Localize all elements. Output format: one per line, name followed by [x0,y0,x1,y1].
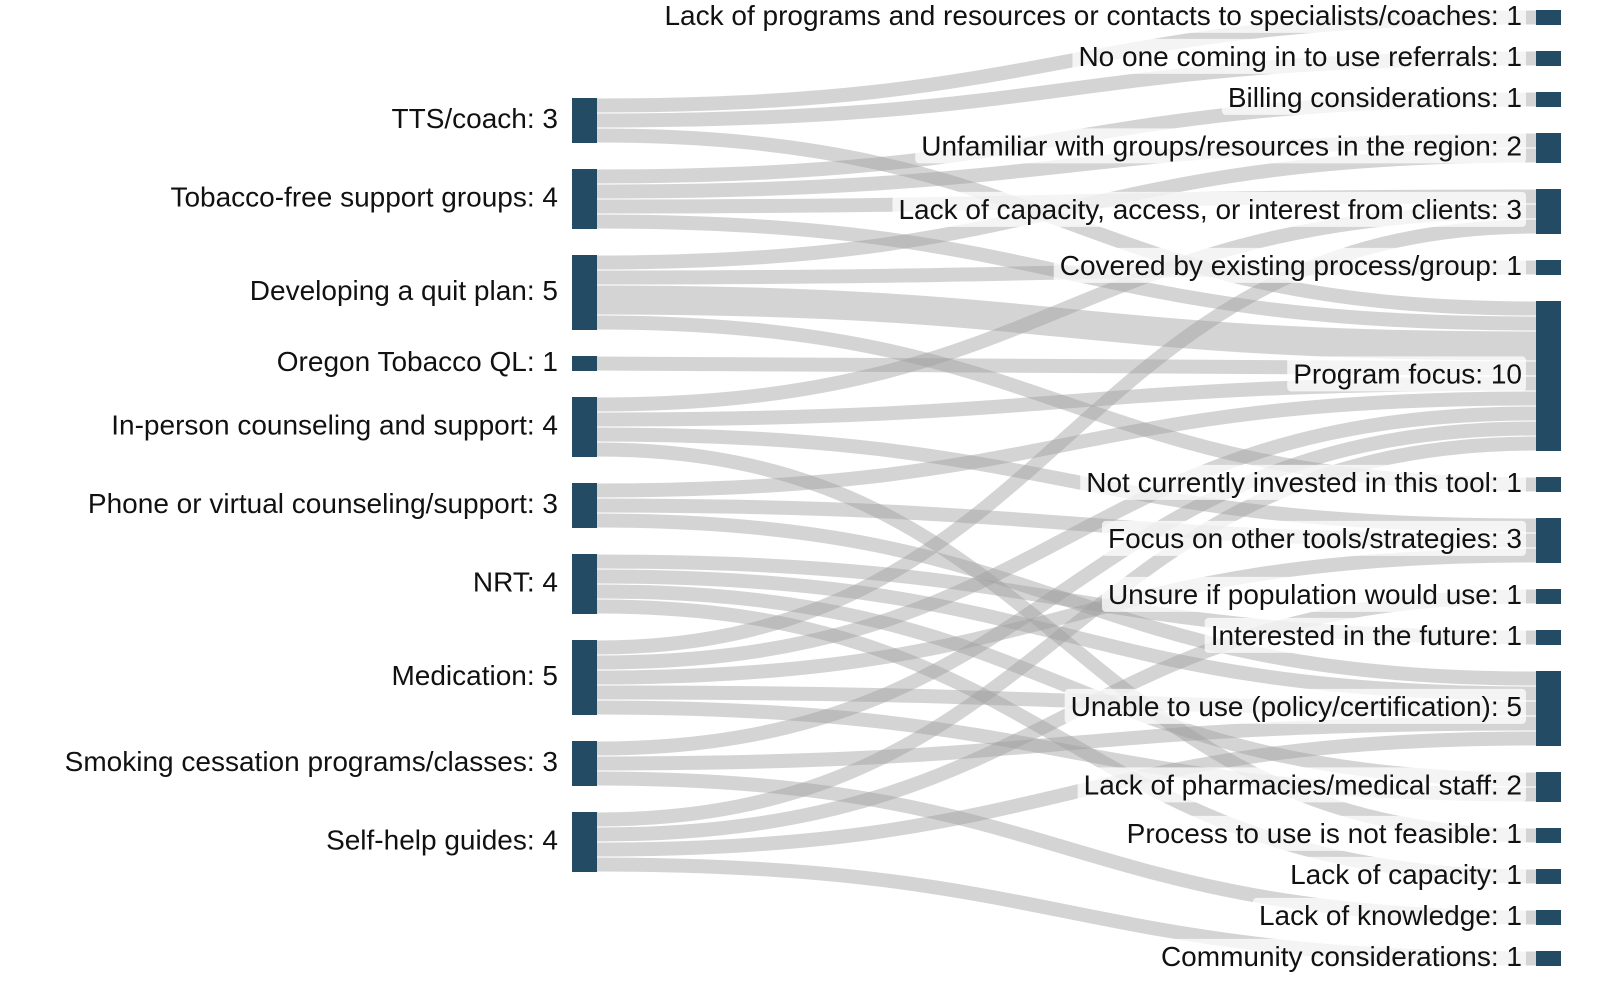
link [596,391,1537,498]
node [1536,951,1561,966]
node-label: Phone or virtual counseling/support: 3 [88,488,558,519]
node-label: Self-help guides: 4 [326,824,558,855]
link [596,569,1537,701]
node [572,554,597,614]
node [1536,671,1561,746]
label-background [1154,938,1526,974]
node-label: In-person counseling and support: 4 [111,409,558,440]
node-label: Focus on other tools/strategies: 3 [1108,523,1522,554]
node [1536,51,1561,66]
node-label: Smoking cessation programs/classes: 3 [65,746,558,777]
link [596,406,1537,670]
node [572,483,597,528]
link [596,285,1537,361]
node [572,98,597,143]
node [1536,589,1561,604]
node-label: Tobacco-free support groups: 4 [170,181,558,212]
node [1536,518,1561,563]
link [596,548,1537,685]
node-label: Lack of knowledge: 1 [1259,900,1522,931]
node [1536,630,1561,645]
node-label: Developing a quit plan: 5 [250,275,558,306]
link [596,442,1537,843]
label-background [1072,38,1526,74]
label-background [1102,520,1526,556]
node [1536,828,1561,843]
labels: TTS/coach: 3 Tobacco-free support groups:… [65,0,1526,974]
node [1536,301,1561,451]
label-background [1077,767,1526,803]
label-background [1064,688,1526,724]
label-background [1101,576,1526,612]
node-label: No one coming in to use referrals: 1 [1078,41,1522,72]
label-background [1287,356,1526,392]
link [596,731,1537,857]
node [572,255,597,330]
label-background [1221,79,1526,115]
label-background [1284,856,1526,892]
node [1536,477,1561,492]
node-label: Lack of capacity: 1 [1290,859,1522,890]
node-label: Oregon Tobacco QL: 1 [277,346,558,377]
node [572,356,597,371]
node [1536,869,1561,884]
link [596,421,1537,756]
node-label: Covered by existing process/group: 1 [1060,250,1522,281]
node-label: Billing considerations: 1 [1228,82,1522,113]
label-background [1080,464,1526,500]
link [596,513,1537,686]
label-background [1120,815,1526,851]
node-label: Not currently invested in this tool: 1 [1086,467,1522,498]
node-label: Lack of programs and resources or contac… [664,0,1522,31]
node [572,169,597,229]
nodes [572,10,1561,966]
node [1536,260,1561,275]
link [596,716,1537,771]
node-label: Lack of pharmacies/medical staff: 2 [1084,769,1522,800]
label-background [1204,617,1526,653]
label-background [892,191,1526,227]
node-label: Medication: 5 [391,660,558,691]
node [1536,10,1561,25]
node-label: Lack of capacity, access, or interest fr… [898,194,1522,225]
node [572,741,597,786]
label-background [1252,897,1526,933]
node-label: Unfamiliar with groups/resources in the … [921,130,1522,161]
node-label: Program focus: 10 [1293,358,1522,389]
link [596,427,1537,533]
node [1536,189,1561,234]
node-label: Unsure if population would use: 1 [1108,579,1522,610]
node-label: Process to use is not feasible: 1 [1127,818,1522,849]
node [1536,772,1561,802]
node-label: Community considerations: 1 [1161,941,1522,972]
node-label: NRT: 4 [473,566,558,597]
node-label: TTS/coach: 3 [391,103,558,134]
node-label: Interested in the future: 1 [1211,620,1522,651]
node [1536,92,1561,107]
label-background [915,128,1526,164]
node [572,812,597,872]
label-background [1053,247,1526,283]
node-label: Unable to use (policy/certification): 5 [1071,691,1522,722]
node [1536,133,1561,163]
node [572,397,597,457]
label-background [658,0,1526,33]
node [572,640,597,715]
node [1536,910,1561,925]
